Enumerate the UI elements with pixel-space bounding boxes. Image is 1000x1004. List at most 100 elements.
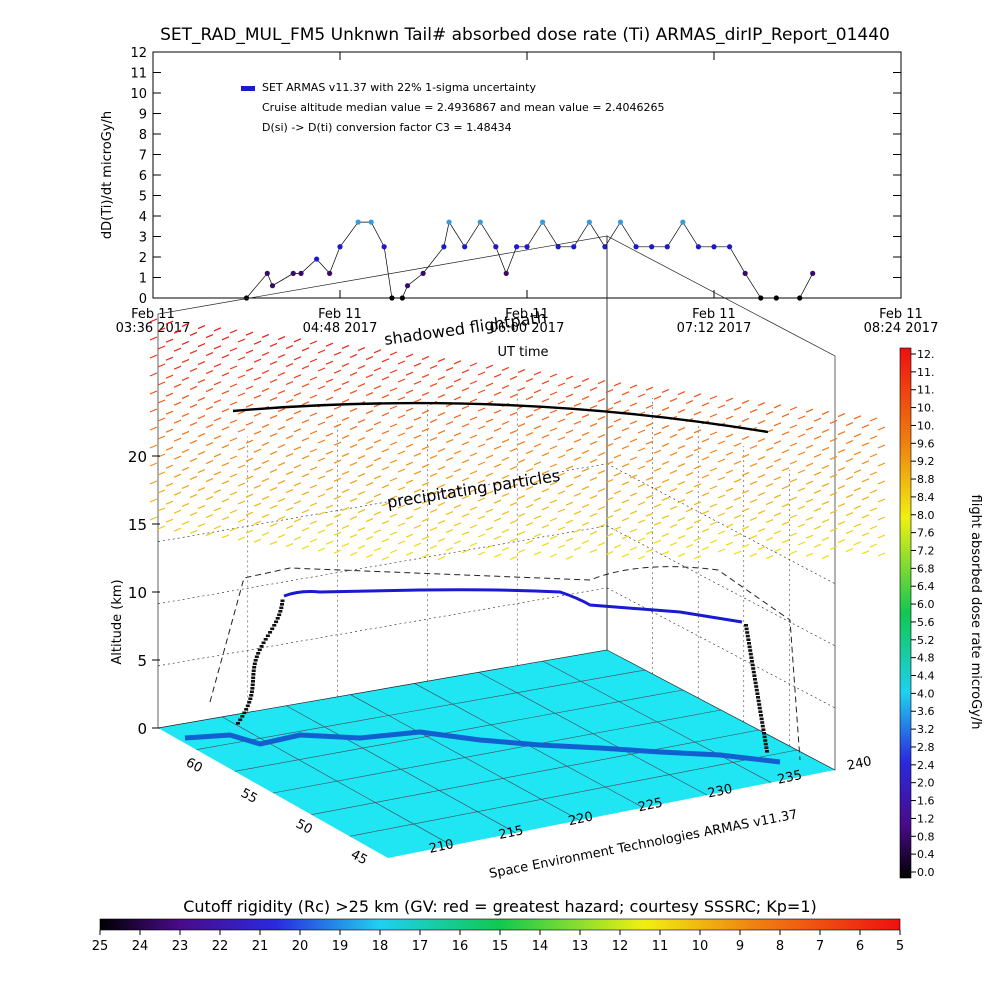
particle-mark (341, 488, 350, 493)
particle-mark (197, 343, 206, 348)
particle-mark (781, 521, 790, 526)
particle-mark (709, 395, 718, 400)
particle-mark (285, 363, 294, 368)
particle-mark (525, 378, 534, 383)
altitude-tick-label: 5 (137, 652, 147, 670)
dose-colorbar-tick-label: 5.2 (917, 634, 935, 647)
particle-mark (549, 445, 558, 450)
particle-mark (781, 503, 790, 508)
particle-mark (277, 462, 286, 467)
particle-mark (477, 551, 486, 556)
particle-mark (621, 517, 630, 522)
particle-mark (661, 478, 670, 483)
particle-mark (389, 387, 398, 392)
particle-mark (805, 534, 814, 539)
particle-mark (437, 412, 446, 417)
particle-mark (717, 476, 726, 481)
particle-mark (677, 517, 686, 522)
particle-mark (557, 436, 566, 441)
particle-mark (773, 494, 782, 499)
particle-mark (797, 523, 806, 528)
particle-mark (173, 455, 182, 460)
particle-mark (301, 401, 310, 406)
particle-mark (197, 451, 206, 456)
dose-colorbar-label: flight absorbed dose rate microGy/h (968, 495, 983, 730)
particle-mark (837, 539, 846, 544)
particle-mark (373, 385, 382, 390)
particle-mark (565, 519, 574, 524)
particle-mark (797, 541, 806, 546)
particle-mark (813, 507, 822, 512)
particle-mark (445, 457, 454, 462)
particle-mark (725, 451, 734, 456)
particle-mark (805, 444, 814, 449)
particle-mark (661, 514, 670, 519)
particle-mark (205, 514, 214, 519)
particle-mark (517, 549, 526, 554)
particle-mark (613, 490, 622, 495)
particle-mark (357, 545, 366, 550)
x-tick-label: 08:24 2017 (864, 321, 939, 336)
particle-mark (581, 503, 590, 508)
particle-mark (669, 469, 678, 474)
track-point (756, 699, 761, 703)
particle-mark (869, 507, 878, 512)
dose-colorbar-tick-label: 4.4 (917, 670, 935, 683)
particle-mark (317, 511, 326, 516)
track-point (751, 670, 756, 674)
particle-mark (325, 450, 334, 455)
particle-mark (381, 376, 390, 381)
particle-mark (157, 363, 166, 368)
particle-mark (293, 536, 302, 541)
particle-mark (597, 416, 606, 421)
particle-mark (469, 416, 478, 421)
particle-mark (293, 410, 302, 415)
particle-mark (445, 529, 454, 534)
particle-mark (557, 490, 566, 495)
particle-mark (173, 383, 182, 388)
particle-mark (181, 502, 190, 507)
y-tick-label: 8 (139, 128, 147, 143)
particle-mark (645, 386, 654, 391)
particle-mark (485, 454, 494, 459)
particle-mark (757, 510, 766, 515)
particle-mark (421, 445, 430, 450)
particle-mark (517, 459, 526, 464)
particle-mark (173, 491, 182, 496)
particle-mark (213, 417, 222, 422)
particle-mark (453, 522, 462, 527)
particle-mark (301, 347, 310, 352)
particle-mark (253, 412, 262, 417)
particle-mark (429, 418, 438, 423)
particle-mark (277, 354, 286, 359)
particle-mark (437, 538, 446, 543)
y-tick-label: 2 (139, 251, 147, 266)
data-point (503, 270, 509, 276)
particle-mark (373, 511, 382, 516)
particle-mark (357, 383, 366, 388)
particle-mark (205, 370, 214, 375)
dose-colorbar-tick-label: 10. (917, 402, 935, 415)
track-point (251, 669, 256, 673)
dose-colorbar-tick-label: 0.4 (917, 848, 935, 861)
particle-mark (701, 510, 710, 515)
particle-mark (205, 352, 214, 357)
particle-mark (341, 416, 350, 421)
track-point (746, 638, 751, 641)
particle-mark (597, 488, 606, 493)
particle-mark (237, 482, 246, 487)
x-tick-label: Feb 11 (131, 307, 175, 322)
particle-mark (149, 498, 158, 503)
particle-mark (477, 407, 486, 412)
particle-mark (541, 542, 550, 547)
particle-mark (549, 481, 558, 486)
particle-mark (605, 497, 614, 502)
y-tick-label: 10 (130, 87, 147, 102)
floor-grid-line (542, 660, 772, 783)
particle-mark (325, 414, 334, 419)
particle-mark (733, 478, 742, 483)
particle-mark (605, 461, 614, 466)
particle-mark (213, 363, 222, 368)
track-point (240, 715, 245, 718)
rigidity-colorbar-tick-label: 18 (372, 939, 389, 954)
